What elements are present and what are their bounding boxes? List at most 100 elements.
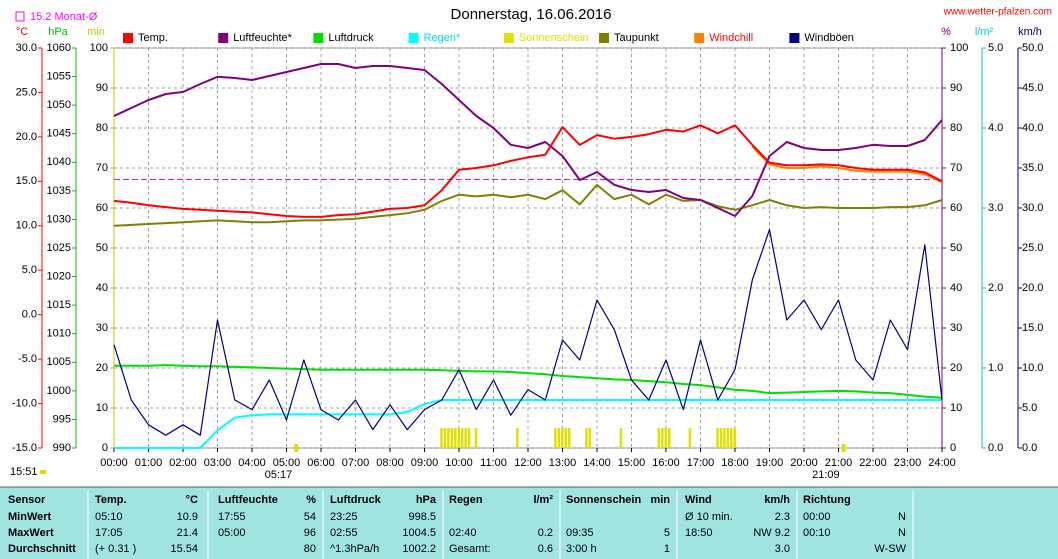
axis-unit: °C (16, 26, 28, 38)
sunshine-bar (464, 428, 467, 448)
y-tick-label: 1020 (47, 270, 71, 282)
y-tick-label: 70 (950, 162, 962, 174)
y-tick-label: 90 (950, 82, 962, 94)
y-tick-label: 30.0 (16, 42, 37, 54)
y-tick-label: 5.0 (22, 264, 37, 276)
table-cell: 1002.2 (402, 543, 436, 555)
y-tick-label: 1010 (47, 328, 71, 340)
x-tick-label: 09:00 (411, 457, 439, 469)
table-header: km/h (764, 494, 790, 506)
y-tick-label: 70 (96, 162, 108, 174)
table-cell: 00:10 (803, 527, 831, 539)
sunshine-bar (554, 428, 557, 448)
x-tick-label: 21:00 (825, 457, 853, 469)
sunshine-bar (585, 428, 588, 448)
y-tick-label: 40.0 (1022, 122, 1043, 134)
y-tick-label: 1030 (47, 213, 71, 225)
legend-label: Sonnenschein (519, 32, 589, 44)
table-cell: Durchschnitt (8, 543, 76, 555)
source: www.wetter-pfalzen.com (943, 7, 1052, 18)
table-cell: Gesamt: (449, 543, 491, 555)
x-tick-label: 14:00 (583, 457, 611, 469)
y-tick-label: 50 (950, 242, 962, 254)
x-tick-label: 04:00 (238, 457, 266, 469)
y-tick-label: 80 (950, 122, 962, 134)
y-tick-label: 20.0 (1022, 282, 1043, 294)
x-tick-label: 15:00 (618, 457, 646, 469)
chart-title: Donnerstag, 16.06.2016 (451, 6, 612, 23)
y-tick-label: 20 (950, 362, 962, 374)
table-cell: 96 (304, 527, 316, 539)
x-tick-label: 06:00 (307, 457, 335, 469)
axis-unit: hPa (48, 26, 68, 38)
y-tick-label: 1055 (47, 70, 71, 82)
table-cell: N (898, 511, 906, 523)
sunshine-bar (567, 428, 571, 448)
sunshine-bar (474, 428, 478, 448)
axis-unit: min (87, 26, 105, 38)
sunshine-bar (688, 428, 692, 448)
y-tick-label: 1000 (47, 385, 71, 397)
sunshine-bar (440, 428, 443, 448)
x-tick-label: 03:00 (204, 457, 232, 469)
sunshine-bar (457, 428, 460, 448)
table-cell: 09:35 (566, 527, 594, 539)
y-tick-label: 15.0 (16, 175, 37, 187)
table-cell: 02:55 (330, 527, 358, 539)
sunshine-bar (726, 428, 730, 448)
y-tick-label: 1060 (47, 42, 71, 54)
sun-icon (40, 470, 46, 474)
sunshine-bar (657, 428, 661, 448)
y-tick-label: 2.0 (988, 282, 1003, 294)
table-cell: MaxWert (8, 527, 54, 539)
sunshine-bar (443, 428, 447, 448)
y-tick-label: 5.0 (988, 42, 1003, 54)
y-tick-label: 60 (950, 202, 962, 214)
sunshine-bar (460, 428, 464, 448)
sunshine-bar (661, 428, 664, 448)
table-cell: 1004.5 (402, 527, 436, 539)
sunshine-bar (723, 428, 726, 448)
x-tick-label: 20:00 (790, 457, 818, 469)
y-tick-label: 100 (950, 42, 968, 54)
y-tick-label: 35.0 (1022, 162, 1043, 174)
legend-swatch (789, 33, 800, 43)
table-cell: 5 (664, 527, 670, 539)
table-cell: 21.4 (177, 527, 198, 539)
sun-event-label: 05:17 (265, 469, 293, 481)
x-tick-label: 08:00 (376, 457, 404, 469)
y-tick-label: 50 (96, 242, 108, 254)
series-line (113, 124, 943, 218)
y-tick-label: 10 (96, 402, 108, 414)
sunshine-bar (516, 428, 519, 448)
sunshine-bar (467, 428, 471, 448)
table-cell: 0.2 (538, 527, 553, 539)
y-tick-label: 1040 (47, 156, 71, 168)
table-cell: 998.5 (408, 511, 436, 523)
x-tick-label: 24:00 (928, 457, 956, 469)
table-cell: 1 (664, 543, 670, 555)
table-header: Wind (685, 494, 712, 506)
x-tick-label: 05:00 (273, 457, 301, 469)
table-cell: 23:25 (330, 511, 358, 523)
series-line (113, 63, 943, 217)
table-header: °C (186, 494, 198, 506)
series-line (751, 146, 943, 184)
x-tick-label: 01:00 (135, 457, 163, 469)
sunshine-bar (733, 428, 736, 448)
table-cell: 54 (304, 511, 316, 523)
y-tick-label: 10 (950, 402, 962, 414)
legend-label: Regen* (424, 32, 461, 44)
legend-swatch (313, 33, 324, 43)
series-line (114, 364, 943, 399)
table-cell: 3:00 h (566, 543, 597, 555)
sunshine-bar (719, 428, 723, 448)
y-tick-label: 40 (96, 282, 108, 294)
table-cell: N (898, 527, 906, 539)
avg-icon (15, 11, 25, 22)
x-tick-label: 19:00 (756, 457, 784, 469)
y-tick-label: 990 (53, 442, 71, 454)
table-header: Sensor (8, 494, 46, 506)
series-line (113, 183, 943, 227)
axis-unit: l/m² (975, 26, 994, 38)
